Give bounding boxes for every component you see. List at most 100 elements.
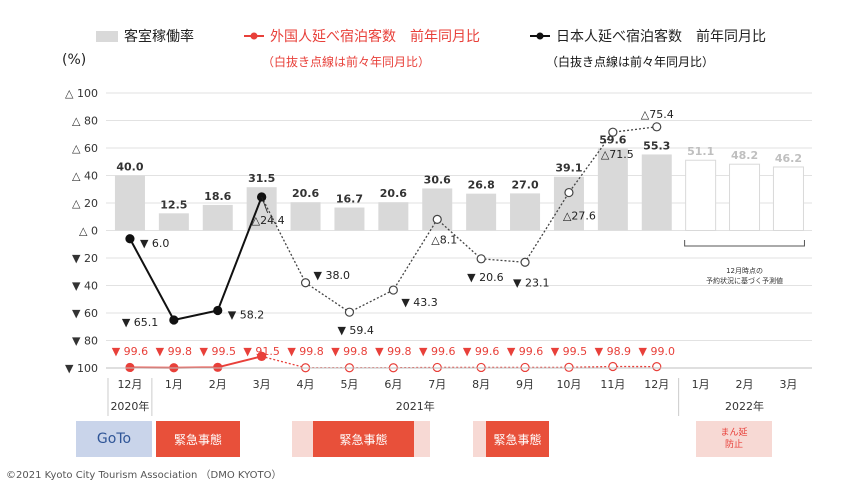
foreign-vs2019-label: ▼ 99.8 [287, 345, 323, 358]
occupancy-bar-label: 27.0 [511, 178, 538, 191]
band-emergency-2: 緊急事態 [313, 421, 414, 457]
foreign-vs2019-label: ▼ 99.6 [507, 345, 543, 358]
occupancy-bar-label: 46.2 [775, 152, 802, 165]
foreign-yoy-label: ▼ 99.6 [112, 345, 148, 358]
occupancy-bar-label: 12.5 [160, 198, 187, 211]
japanese-vs2019-label: △27.6 [563, 210, 596, 223]
foreign-yoy-label: ▼ 99.5 [200, 345, 236, 358]
occupancy-bar [729, 163, 761, 232]
japanese-vs2019-label: △75.4 [641, 108, 674, 121]
occupancy-bars: 40.0 12.5 18.6 31.5 20.6 16.7 20.6 30.6 26.8 27.0… [114, 134, 804, 232]
band-goto: GoTo [76, 421, 152, 457]
japanese-vs2019-point [520, 257, 530, 267]
x-tick-label: 4月 [297, 378, 315, 391]
japanese-vs2019-point [564, 187, 574, 198]
year-label: 2022年 [725, 399, 764, 413]
x-tick-label: 11月 [600, 378, 625, 391]
foreign-vs2019-label: ▼ 99.5 [551, 345, 587, 358]
series-lines: ▼ 6.0 ▼ 65.1 ▼ 58.2 △24.4 ▼ 38.0 ▼ 59.4 ▼ 43.3… [112, 108, 675, 373]
y-tick-label: △ 0 [79, 225, 98, 238]
x-tick-label: 1月 [692, 378, 710, 391]
x-tick-label: 9月 [516, 378, 534, 391]
forecast-note: 12月時点の [726, 267, 763, 275]
occupancy-bar [685, 159, 717, 231]
foreign-yoy-line [129, 355, 262, 369]
occupancy-bar [772, 166, 804, 232]
occupancy-bar-label: 59.6 [599, 134, 626, 147]
occupancy-bar [158, 213, 189, 231]
japanese-yoy-point [125, 234, 135, 244]
foreign-vs2019-point [520, 362, 530, 373]
legend-swatch-foreign [244, 32, 264, 40]
japanese-vs2019-label: ▼ 43.3 [401, 296, 437, 309]
forecast-bracket [684, 240, 805, 247]
occupancy-bar-label: 55.3 [643, 139, 670, 152]
japanese-vs2019-label: △8.1 [431, 233, 457, 246]
occupancy-bar-label: 16.7 [336, 193, 363, 206]
occupancy-bar-label: 40.0 [116, 161, 143, 174]
x-tick-label: 3月 [253, 378, 271, 391]
occupancy-bar-label: 20.6 [380, 187, 407, 200]
occupancy-bar [553, 176, 584, 231]
foreign-vs2019-point [476, 362, 486, 373]
japanese-yoy-label: ▼ 58.2 [228, 309, 264, 322]
japanese-vs2019-point [344, 307, 355, 317]
foreign-vs2019-label: ▼ 99.8 [375, 345, 411, 358]
japanese-vs2019-point [432, 214, 442, 224]
japanese-yoy-label: ▼ 65.1 [122, 316, 158, 329]
japanese-vs2019-label: ▼ 59.4 [337, 324, 373, 337]
y-tick-label: △ 100 [65, 87, 98, 100]
japanese-yoy-point [169, 315, 179, 325]
japanese-yoy-label: △24.4 [252, 214, 285, 227]
japanese-vs2019-label: △71.5 [601, 148, 634, 161]
foreign-vs2019-point [564, 362, 574, 372]
legend-japanese: 日本人延べ宿泊客数 前年同月比 [530, 26, 766, 46]
occupancy-bar [114, 175, 145, 231]
foreign-yoy-point [125, 362, 135, 373]
japanese-vs2019-point [652, 122, 662, 132]
legend-occupancy-label: 客室稼働率 [124, 29, 194, 45]
x-tick-label: 3月 [779, 378, 797, 391]
copyright: ©2021 Kyoto City Tourism Association （DM… [6, 470, 282, 481]
foreign-yoy-label: ▼ 91.5 [243, 345, 279, 358]
x-tick-label: 6月 [384, 378, 402, 391]
legend-foreign-label: 外国人延べ宿泊客数 前年同月比 [270, 29, 480, 45]
japanese-yoy-leader [261, 196, 269, 214]
foreign-vs2019-label: ▼ 99.6 [419, 345, 455, 358]
year-label: 2020年 [110, 399, 149, 413]
y-tick-label: △ 60 [72, 142, 98, 155]
legend-swatch-occupancy [96, 30, 118, 42]
band-manen: まん延 防止 [696, 421, 772, 457]
japanese-vs2019-point [388, 285, 398, 295]
y-tick-label: ▼ 20 [72, 252, 98, 265]
japanese-vs2019-point [476, 254, 486, 264]
y-tick-label: ▼ 100 [65, 362, 98, 375]
foreign-vs2019-point [432, 362, 442, 373]
band-emergency-3: 緊急事態 [486, 421, 549, 457]
occupancy-bar-label: 20.6 [292, 187, 319, 200]
foreign-vs2019-point [652, 362, 662, 372]
japanese-vs2019-label: ▼ 20.6 [467, 271, 503, 284]
x-tick-label: 10月 [556, 378, 581, 391]
japanese-vs2019-label: ▼ 38.0 [314, 269, 350, 282]
foreign-vs2019-label: ▼ 99.6 [463, 345, 499, 358]
japanese-vs2019-label: ▼ 23.1 [513, 276, 549, 289]
occupancy-bar-label: 26.8 [468, 179, 495, 192]
y-axis: △ 100 △ 80 △ 60 △ 40 △ 20 △ 0 ▼ 20 ▼ 40 ▼ 60 ▼ 80… [65, 87, 98, 375]
x-tick-label: 7月 [428, 378, 446, 391]
occupancy-bar [641, 154, 672, 231]
y-tick-label: ▼ 40 [72, 280, 98, 293]
y-tick-label: ▼ 60 [72, 307, 98, 320]
occupancy-bar [334, 207, 365, 231]
occupancy-bar-label: 18.6 [204, 190, 231, 203]
y-tick-label: △ 20 [72, 197, 98, 210]
legend-swatch-japanese [530, 32, 550, 40]
occupancy-bar-label: 51.1 [687, 145, 714, 158]
legend-japanese-label: 日本人延べ宿泊客数 前年同月比 [556, 29, 766, 45]
x-tick-label: 1月 [165, 378, 183, 391]
japanese-yoy-label: ▼ 6.0 [140, 237, 169, 250]
foreign-yoy-point [213, 362, 223, 372]
occupancy-bar-label: 39.1 [555, 162, 582, 175]
x-tick-label: 5月 [340, 378, 358, 391]
